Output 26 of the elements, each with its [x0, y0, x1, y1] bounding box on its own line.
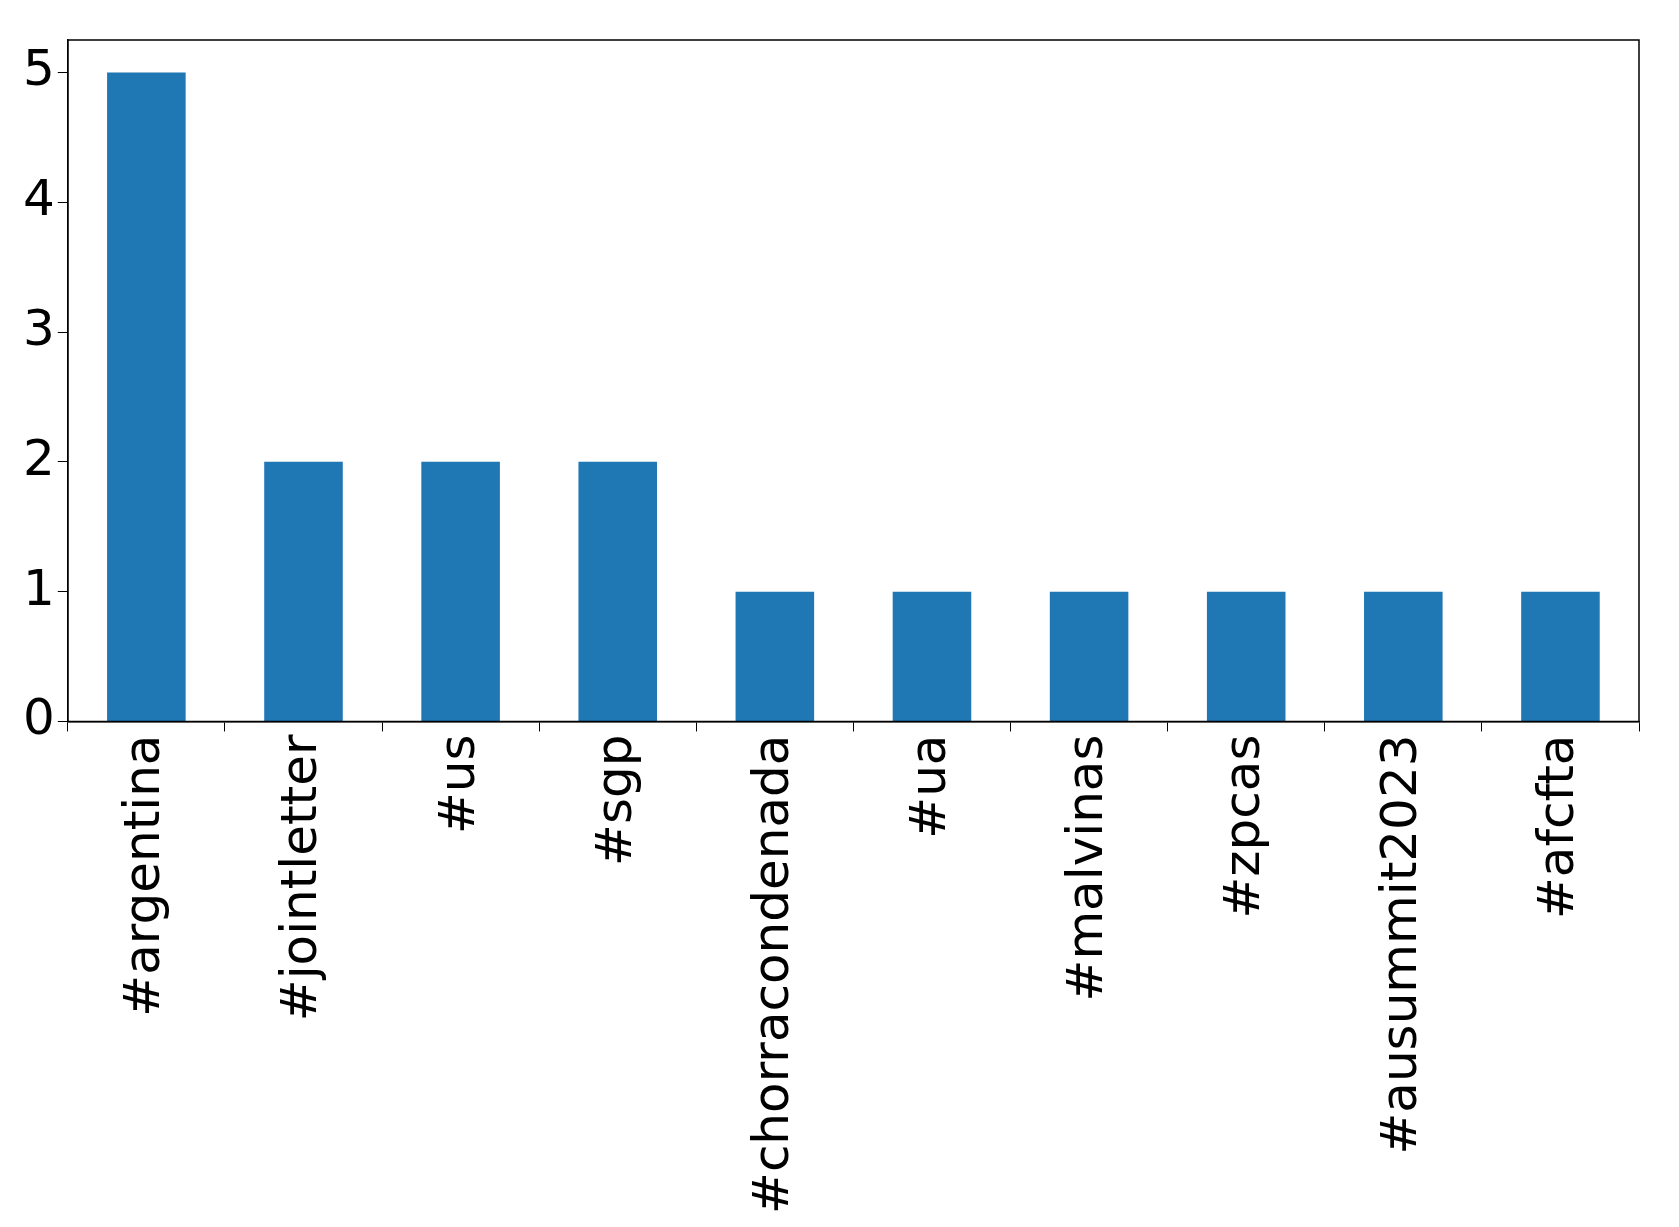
bar: [264, 461, 343, 721]
y-tick-label: 2: [23, 428, 55, 487]
x-tick-label: #jointletter: [270, 734, 329, 1022]
bar: [578, 461, 658, 721]
x-tick-label: #ua: [898, 734, 957, 839]
x-tick-label: #malvinas: [1056, 734, 1115, 1002]
x-tick-label: #sgp: [584, 734, 643, 866]
x-tick-label: #us: [427, 734, 486, 835]
x-tick-label: #argentina: [113, 734, 172, 1017]
y-tick-label: 4: [23, 169, 55, 228]
bar: [1364, 591, 1443, 721]
bar: [1206, 591, 1286, 721]
y-tick-label: 5: [23, 39, 55, 98]
x-tick-label: #chorracondenada: [741, 734, 800, 1215]
bar: [892, 591, 972, 721]
y-tick-label: 0: [23, 688, 55, 747]
x-tick-label: #zpcas: [1213, 734, 1272, 919]
x-tick-label: #ausummit2023: [1370, 734, 1429, 1155]
bar: [107, 72, 186, 721]
y-tick-label: 3: [23, 299, 55, 358]
bar: [1049, 591, 1129, 721]
bar: [735, 591, 815, 721]
x-tick-label: #afcfta: [1527, 734, 1586, 920]
y-tick-label: 1: [23, 558, 55, 617]
bar: [1521, 591, 1600, 721]
bar: [421, 461, 500, 721]
